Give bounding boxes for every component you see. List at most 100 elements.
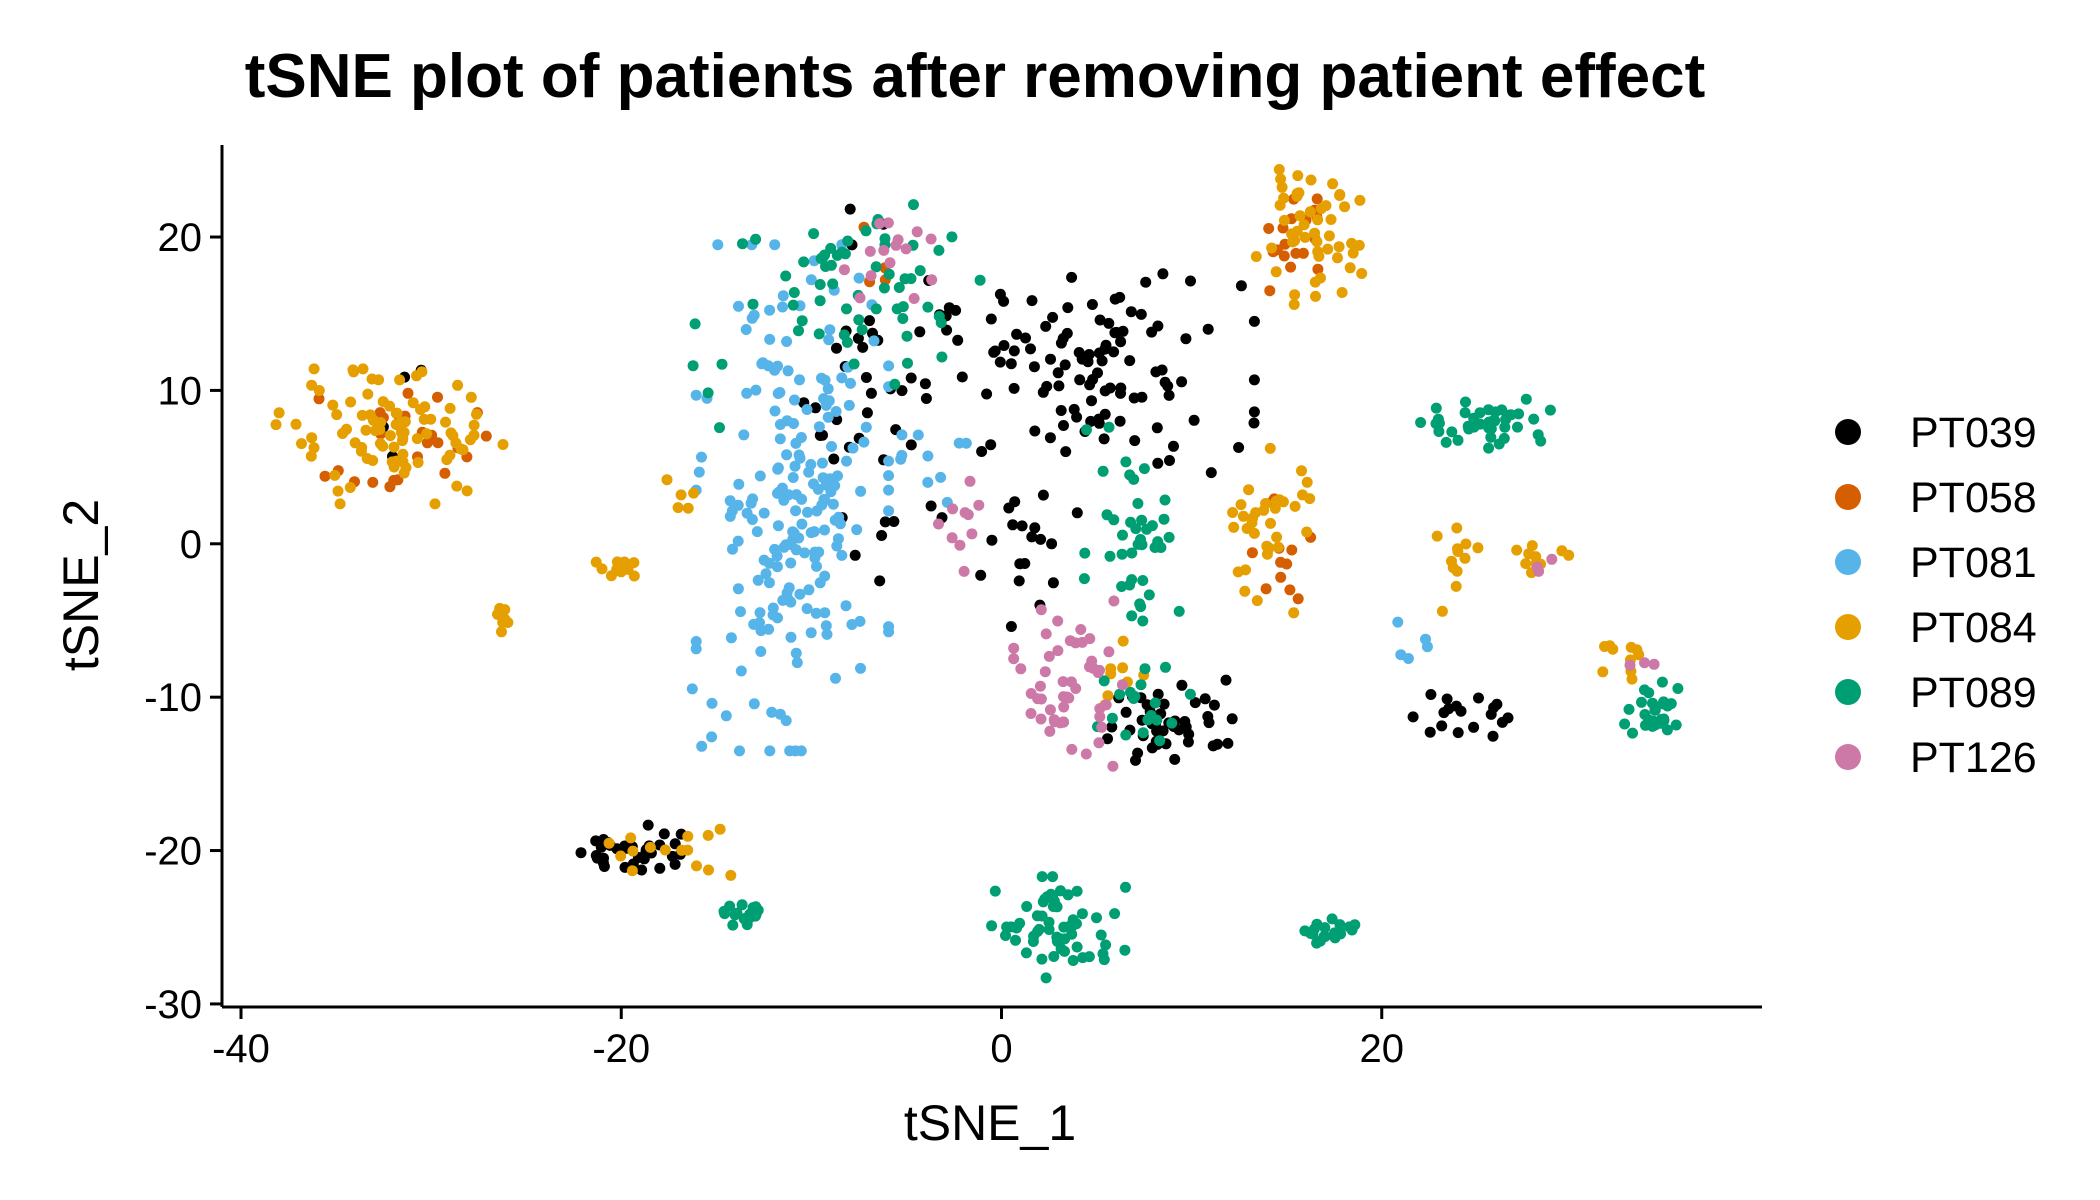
point-pt039 <box>1438 707 1450 719</box>
point-pt039 <box>1176 376 1188 388</box>
point-pt084 <box>1356 268 1368 279</box>
point-pt039 <box>861 407 873 419</box>
point-pt084 <box>1556 545 1568 557</box>
point-pt081 <box>771 561 783 573</box>
point-pt126 <box>1034 680 1046 692</box>
point-pt084 <box>1344 262 1356 274</box>
point-pt084 <box>1270 266 1282 278</box>
point-pt081 <box>819 607 831 619</box>
point-pt089 <box>1349 919 1361 931</box>
point-pt058 <box>402 387 414 399</box>
point-pt058 <box>319 470 331 482</box>
y-tick-label: 10 <box>158 369 203 413</box>
point-pt039 <box>998 340 1010 351</box>
point-pt089 <box>908 199 919 211</box>
point-pt089 <box>1135 679 1147 691</box>
point-pt084 <box>1271 531 1283 543</box>
point-pt126 <box>911 226 923 238</box>
point-pt089 <box>1091 912 1102 924</box>
point-pt089 <box>814 279 826 290</box>
point-pt084 <box>327 399 339 411</box>
point-pt084 <box>440 416 451 428</box>
point-pt089 <box>883 268 895 280</box>
point-pt084 <box>1322 243 1334 255</box>
legend-marker <box>1835 744 1861 770</box>
point-pt089 <box>1014 917 1026 929</box>
point-pt084 <box>1472 542 1484 554</box>
point-pt058 <box>1292 593 1304 605</box>
point-pt089 <box>1627 727 1638 739</box>
point-pt081 <box>912 429 924 441</box>
point-pt081 <box>791 489 802 501</box>
point-pt039 <box>1045 353 1056 365</box>
point-pt081 <box>818 493 830 505</box>
x-tick-label: -40 <box>212 1027 270 1071</box>
point-pt084 <box>1325 214 1337 225</box>
point-pt084 <box>1334 189 1346 200</box>
point-pt081 <box>774 419 786 430</box>
point-pt084 <box>1117 662 1129 674</box>
point-pt089 <box>1036 953 1048 965</box>
point-pt081 <box>724 495 736 507</box>
point-pt081 <box>841 455 852 467</box>
point-pt039 <box>1425 689 1437 700</box>
point-pt126 <box>1044 725 1056 737</box>
point-pt039 <box>1129 435 1141 447</box>
point-pt126 <box>1075 624 1087 635</box>
point-pt084 <box>1247 512 1258 524</box>
point-pt039 <box>831 414 843 426</box>
point-pt084 <box>644 841 656 853</box>
point-pt084 <box>411 370 422 382</box>
point-pt126 <box>1096 721 1108 733</box>
point-pt089 <box>1097 465 1109 477</box>
point-pt081 <box>960 437 972 449</box>
point-pt089 <box>1311 937 1323 949</box>
point-pt089 <box>1619 718 1631 730</box>
point-pt081 <box>772 520 784 532</box>
point-pt058 <box>1311 193 1323 205</box>
point-pt084 <box>725 869 737 881</box>
point-pt081 <box>712 239 724 251</box>
point-pt081 <box>883 455 895 467</box>
point-pt081 <box>854 615 866 627</box>
point-pt084 <box>412 457 424 468</box>
point-pt089 <box>737 238 748 250</box>
point-pt089 <box>1433 417 1445 429</box>
point-pt089 <box>1124 686 1136 698</box>
point-pt039 <box>1136 391 1148 403</box>
point-pt089 <box>817 251 829 263</box>
point-pt089 <box>752 904 764 916</box>
legend-marker <box>1835 549 1861 575</box>
legend-marker <box>1835 679 1861 705</box>
point-pt089 <box>1493 438 1505 450</box>
point-pt084 <box>672 502 684 514</box>
point-pt084 <box>306 432 318 444</box>
point-pt084 <box>394 374 406 386</box>
point-pt081 <box>769 405 781 417</box>
point-pt126 <box>1108 595 1120 607</box>
point-pt081 <box>706 731 718 743</box>
point-pt081 <box>754 470 766 482</box>
point-pt081 <box>766 706 778 718</box>
point-pt084 <box>1305 174 1317 186</box>
point-pt081 <box>732 583 744 595</box>
point-pt084 <box>360 424 372 436</box>
point-pt081 <box>735 665 747 677</box>
point-pt126 <box>854 292 866 304</box>
point-pt126 <box>1639 657 1650 669</box>
point-pt081 <box>794 374 805 386</box>
point-pt039 <box>1108 346 1120 358</box>
point-pt081 <box>922 476 934 488</box>
point-pt089 <box>1136 539 1148 551</box>
point-pt084 <box>1301 476 1313 488</box>
point-pt089 <box>1460 396 1471 408</box>
point-pt089 <box>1520 393 1532 405</box>
point-pt081 <box>822 411 834 423</box>
point-pt039 <box>1146 326 1158 338</box>
point-pt126 <box>946 532 958 544</box>
point-pt081 <box>801 404 813 415</box>
point-pt039 <box>1248 315 1260 327</box>
point-pt039 <box>1450 700 1462 712</box>
point-pt039 <box>1052 367 1064 379</box>
point-pt039 <box>975 569 987 581</box>
